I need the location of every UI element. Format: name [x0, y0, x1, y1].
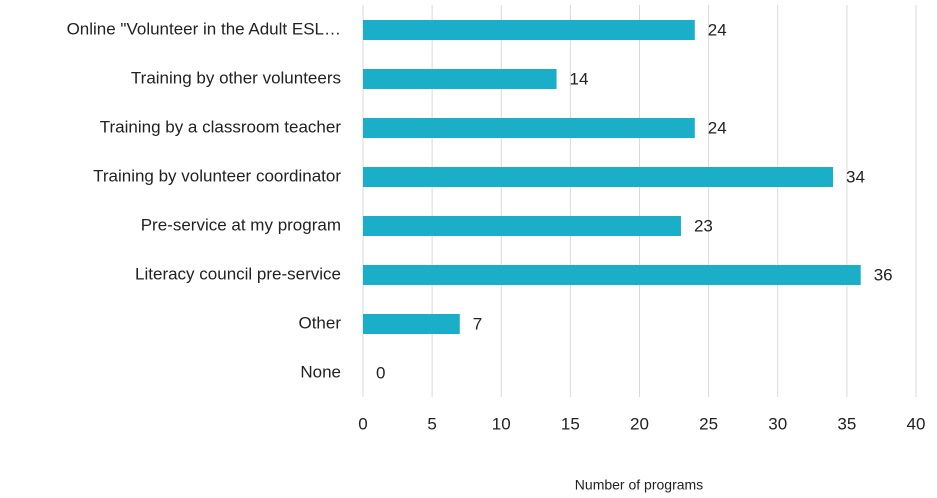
y-tick-label: Training by other volunteers — [131, 68, 341, 87]
data-label: 24 — [708, 20, 727, 39]
x-tick-label: 35 — [837, 414, 856, 433]
data-label: 34 — [846, 167, 865, 186]
bar — [363, 265, 861, 285]
data-label: 7 — [473, 314, 482, 333]
x-tick-label: 40 — [907, 414, 926, 433]
x-tick-label: 20 — [630, 414, 649, 433]
y-tick-label: None — [300, 362, 341, 381]
y-tick-label: Other — [298, 313, 341, 332]
bar — [363, 216, 681, 236]
x-tick-label: 5 — [427, 414, 436, 433]
bar — [363, 20, 695, 40]
y-tick-label: Literacy council pre-service — [135, 264, 341, 283]
data-label: 0 — [376, 363, 385, 382]
data-label: 24 — [708, 118, 727, 137]
x-tick-label: 10 — [492, 414, 511, 433]
y-tick-label: Training by a classroom teacher — [100, 117, 342, 136]
data-label: 23 — [694, 216, 713, 235]
bar — [363, 314, 460, 334]
x-tick-label: 25 — [699, 414, 718, 433]
bar — [363, 118, 695, 138]
x-tick-label: 15 — [561, 414, 580, 433]
x-axis-title: Number of programs — [575, 477, 703, 493]
x-tick-label: 0 — [358, 414, 367, 433]
bar — [363, 69, 557, 89]
y-tick-label: Pre-service at my program — [141, 215, 341, 234]
data-label: 36 — [874, 265, 893, 284]
data-label: 14 — [570, 69, 589, 88]
bar — [363, 167, 834, 187]
y-tick-label: Training by volunteer coordinator — [93, 166, 341, 185]
y-tick-label: Online "Volunteer in the Adult ESL… — [67, 19, 341, 38]
x-tick-label: 30 — [768, 414, 787, 433]
